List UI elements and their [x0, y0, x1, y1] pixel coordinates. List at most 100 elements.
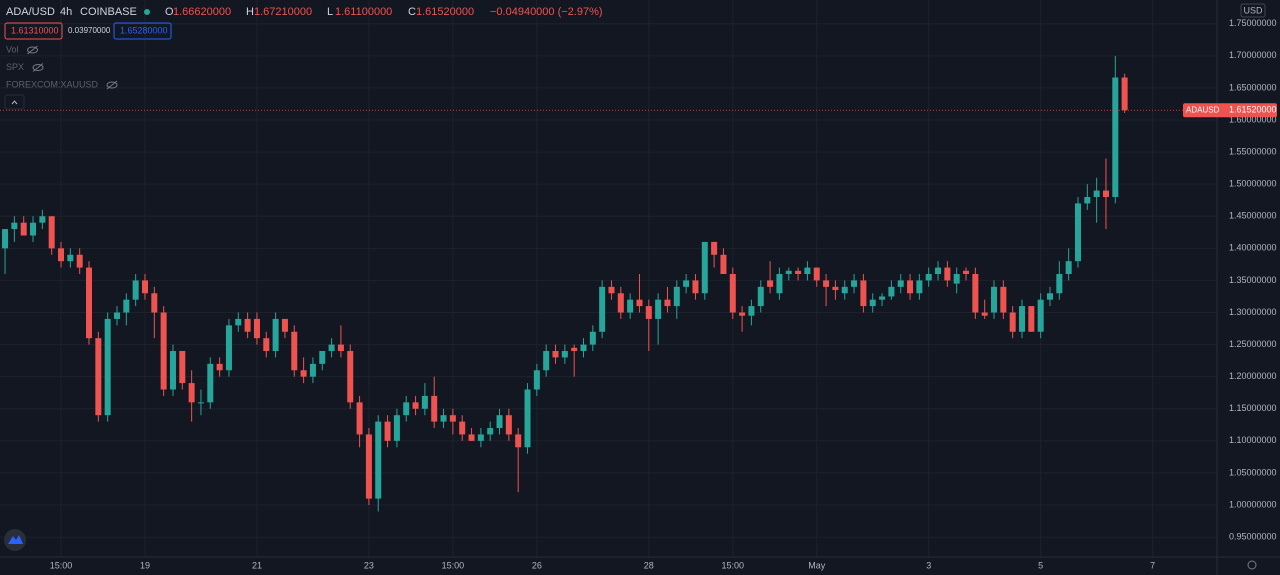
- visibility-icon[interactable]: [27, 46, 39, 54]
- settings-icon[interactable]: [1247, 560, 1257, 570]
- candle-body: [757, 286, 764, 307]
- y-tick-label: 1.25000000: [1229, 339, 1277, 349]
- candle-body: [440, 415, 447, 422]
- candle-body: [1093, 190, 1100, 198]
- candle-body: [608, 286, 615, 294]
- candle-body: [1084, 197, 1091, 204]
- candle-body: [729, 274, 736, 313]
- candle-body: [515, 434, 522, 448]
- candle-body: [552, 351, 559, 358]
- candle-body: [655, 299, 662, 319]
- ohlc-key: O: [165, 6, 174, 18]
- candle-body: [403, 402, 410, 416]
- y-tick-label: 1.40000000: [1229, 243, 1277, 253]
- candle-body: [11, 222, 18, 230]
- candle-body: [823, 280, 830, 287]
- buy-price: 1.65280000: [120, 25, 168, 35]
- candle-body: [253, 318, 260, 339]
- candle-body: [692, 280, 699, 294]
- candle-body: [48, 216, 55, 249]
- candle-body: [767, 280, 774, 287]
- status-dot: [144, 9, 150, 15]
- ohlc-value: 1.66620000: [173, 6, 231, 18]
- candle-body: [58, 248, 65, 262]
- y-tick-label: 1.55000000: [1229, 146, 1277, 156]
- candle-body: [748, 306, 755, 316]
- y-tick-label: 1.75000000: [1229, 18, 1277, 28]
- candle-body: [897, 280, 904, 287]
- candle-body: [1112, 77, 1119, 198]
- collapse-icon: [11, 100, 18, 105]
- candle-body: [991, 286, 998, 313]
- y-tick-label: 1.70000000: [1229, 50, 1277, 60]
- candle-body: [39, 216, 46, 223]
- visibility-slash: [32, 63, 44, 72]
- candle-body: [627, 299, 634, 313]
- candle-body: [963, 270, 970, 275]
- collapse-button[interactable]: [4, 94, 25, 110]
- y-tick-label: 1.20000000: [1229, 371, 1277, 381]
- candle-body: [869, 299, 876, 307]
- candle-body: [95, 338, 102, 416]
- candle-body: [599, 286, 606, 332]
- x-tick-label: 3: [926, 560, 931, 570]
- candle-body: [67, 254, 74, 262]
- visibility-icon[interactable]: [106, 81, 118, 89]
- candle-body: [636, 299, 643, 307]
- logo-icon: [8, 535, 23, 544]
- candle-body: [860, 280, 867, 307]
- y-tick-label: 1.30000000: [1229, 307, 1277, 317]
- currency: USD: [1243, 5, 1263, 15]
- candle-body: [384, 421, 391, 441]
- candle-body: [356, 402, 363, 435]
- sell-button[interactable]: [4, 22, 63, 40]
- candle-body: [76, 254, 83, 268]
- y-tick-label: 1.10000000: [1229, 435, 1277, 445]
- candle-body: [86, 267, 93, 339]
- candle-body: [272, 318, 279, 352]
- candle-body: [533, 370, 540, 390]
- ohlc-key: L: [327, 6, 333, 18]
- x-tick-label: 23: [364, 560, 374, 570]
- candle-body: [888, 286, 895, 297]
- candle-body: [421, 395, 428, 409]
- candle-body: [487, 428, 494, 435]
- candle-body: [477, 434, 484, 441]
- x-tick-label: 15:00: [442, 560, 465, 570]
- ohlc-value: 1.61520000: [416, 6, 474, 18]
- candle-body: [1037, 299, 1044, 332]
- y-tick-label: 1.05000000: [1229, 467, 1277, 477]
- candle-body: [132, 280, 139, 300]
- candle-body: [785, 270, 792, 275]
- y-tick-label: 1.15000000: [1229, 403, 1277, 413]
- x-tick-label: 15:00: [722, 560, 745, 570]
- candle-body: [328, 344, 335, 352]
- candle-body: [244, 318, 251, 332]
- ohlc-value: 1.67210000: [254, 6, 312, 18]
- visibility-icon[interactable]: [32, 64, 44, 71]
- candle-body: [365, 434, 372, 499]
- x-tick-label: 28: [644, 560, 654, 570]
- candle-body: [925, 274, 932, 281]
- candle-body: [188, 383, 195, 403]
- candle-body: [141, 280, 148, 294]
- candle-body: [281, 318, 288, 332]
- buy-button[interactable]: [113, 22, 172, 40]
- candle-body: [30, 222, 37, 236]
- symbol: ADA/USD: [6, 6, 55, 18]
- currency-box[interactable]: [1240, 3, 1266, 18]
- candle-body: [673, 286, 680, 307]
- candle-body: [804, 267, 811, 275]
- candle-body: [776, 274, 783, 294]
- candle-body: [1065, 261, 1072, 275]
- candle-body: [1009, 312, 1016, 332]
- candle-body: [337, 344, 344, 352]
- x-tick-label: 15:00: [50, 560, 73, 570]
- candle-body: [207, 363, 214, 403]
- candle-body: [981, 312, 988, 316]
- candle-body: [449, 415, 456, 422]
- candle-body: [1056, 274, 1063, 294]
- x-tick-label: 7: [1150, 560, 1155, 570]
- candle-body: [225, 325, 232, 371]
- candle-body: [216, 363, 223, 371]
